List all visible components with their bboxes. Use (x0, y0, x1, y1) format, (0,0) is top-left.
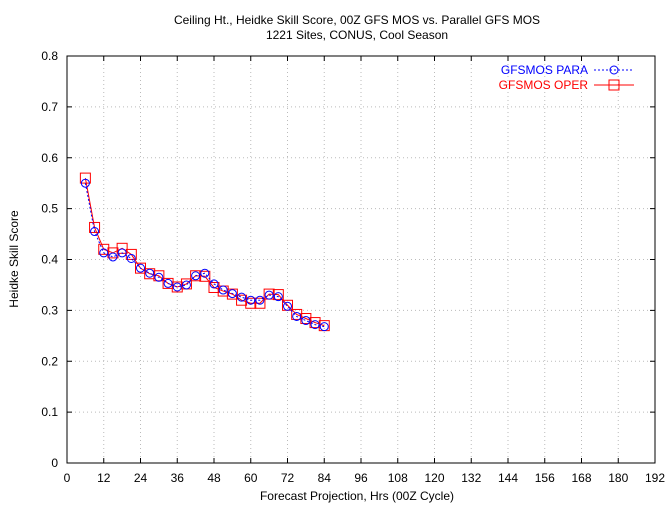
data-point-gfsmos-oper (309, 317, 321, 329)
x-tick-label: 60 (244, 471, 258, 485)
data-point-gfsmos-para (172, 282, 182, 292)
data-point-gfsmos-oper (190, 270, 202, 282)
data-point-gfsmos-para (163, 278, 173, 288)
grid (67, 56, 655, 463)
data-point-gfsmos-oper (208, 281, 220, 293)
legend-marker-sample (608, 79, 620, 91)
x-tick-label: 192 (645, 471, 665, 485)
x-tick-label: 0 (64, 471, 71, 485)
legend-entry-gfsmos-oper: GFSMOS OPER (499, 78, 634, 92)
y-tick-label: 0.4 (41, 253, 58, 267)
series-gfsmos-para (80, 178, 329, 332)
data-point-gfsmos-para (99, 248, 109, 258)
data-point-gfsmos-oper (245, 297, 257, 309)
data-point-gfsmos-para (126, 253, 136, 263)
data-point-gfsmos-oper (153, 270, 165, 282)
y-tick-label: 0 (51, 456, 58, 470)
data-point-gfsmos-para (292, 311, 302, 321)
chart-subtitle: 1221 Sites, CONUS, Cool Season (266, 28, 448, 42)
data-point-gfsmos-para (136, 263, 145, 273)
data-point-gfsmos-para (80, 178, 90, 188)
data-point-gfsmos-para (218, 285, 228, 295)
data-point-gfsmos-para (227, 289, 237, 299)
x-tick-label: 96 (354, 471, 368, 485)
y-tick-label: 0.2 (41, 354, 58, 368)
legend-label: GFSMOS PARA (501, 63, 588, 77)
legend-label: GFSMOS OPER (499, 78, 589, 92)
x-tick-label: 84 (318, 471, 332, 485)
data-point-gfsmos-para (237, 292, 247, 302)
x-tick-label: 24 (134, 471, 148, 485)
data-point-gfsmos-para (301, 316, 311, 326)
data-point-gfsmos-para (255, 295, 265, 305)
series-group (79, 172, 330, 332)
legend-entry-gfsmos-para: GFSMOS PARA (501, 63, 634, 77)
data-point-gfsmos-para (200, 268, 210, 278)
data-point-gfsmos-oper (89, 221, 101, 233)
series-line-gfsmos-para (84, 183, 325, 328)
data-point-gfsmos-para (246, 295, 256, 305)
y-tick-label: 0.1 (41, 405, 58, 419)
data-point-gfsmos-para (117, 248, 127, 258)
y-axis-label: Heidke Skill Score (7, 210, 21, 308)
y-tick-label: 0.5 (41, 202, 58, 216)
x-tick-label: 168 (571, 471, 591, 485)
chart-title: Ceiling Ht., Heidke Skill Score, 00Z GFS… (174, 13, 540, 27)
y-tick-label: 0.8 (41, 49, 58, 63)
data-point-gfsmos-oper (171, 281, 183, 293)
x-axis-label: Forecast Projection, Hrs (00Z Cycle) (260, 489, 454, 503)
x-tick-label: 132 (461, 471, 481, 485)
data-point-gfsmos-para (181, 280, 191, 290)
y-tick-label: 0.3 (41, 303, 58, 317)
data-point-gfsmos-oper (162, 277, 174, 289)
x-tick-label: 12 (97, 471, 111, 485)
data-point-gfsmos-para (310, 320, 320, 330)
data-point-gfsmos-oper (254, 297, 266, 309)
x-tick-label: 144 (498, 471, 518, 485)
data-point-gfsmos-para (90, 227, 100, 237)
data-point-gfsmos-para (154, 272, 164, 282)
y-tick-label: 0.7 (41, 100, 58, 114)
data-point-gfsmos-oper (98, 243, 110, 255)
legend-marker-sample (609, 65, 619, 75)
y-tick-label: 0.6 (41, 151, 58, 165)
data-point-gfsmos-para (191, 271, 201, 281)
data-point-gfsmos-para (273, 292, 283, 302)
series-line-gfsmos-oper (84, 178, 325, 327)
axis-ticks: 0 12 24 36 48 60 72 84 96 108 120 132 144 156 168 180 19… (41, 49, 665, 485)
x-tick-label: 156 (535, 471, 555, 485)
data-point-gfsmos-oper (135, 262, 146, 274)
data-point-gfsmos-para (108, 252, 118, 262)
data-point-gfsmos-para (145, 268, 155, 278)
data-point-gfsmos-para (283, 301, 292, 311)
x-tick-label: 72 (281, 471, 295, 485)
data-point-gfsmos-oper (79, 172, 91, 184)
data-point-gfsmos-para (264, 290, 274, 300)
x-tick-label: 48 (207, 471, 221, 485)
x-tick-label: 108 (388, 471, 408, 485)
data-point-gfsmos-para (319, 322, 329, 332)
data-point-gfsmos-oper (291, 308, 303, 320)
x-tick-label: 120 (424, 471, 444, 485)
x-tick-label: 36 (171, 471, 185, 485)
data-point-gfsmos-para (209, 279, 219, 289)
x-tick-label: 180 (608, 471, 628, 485)
